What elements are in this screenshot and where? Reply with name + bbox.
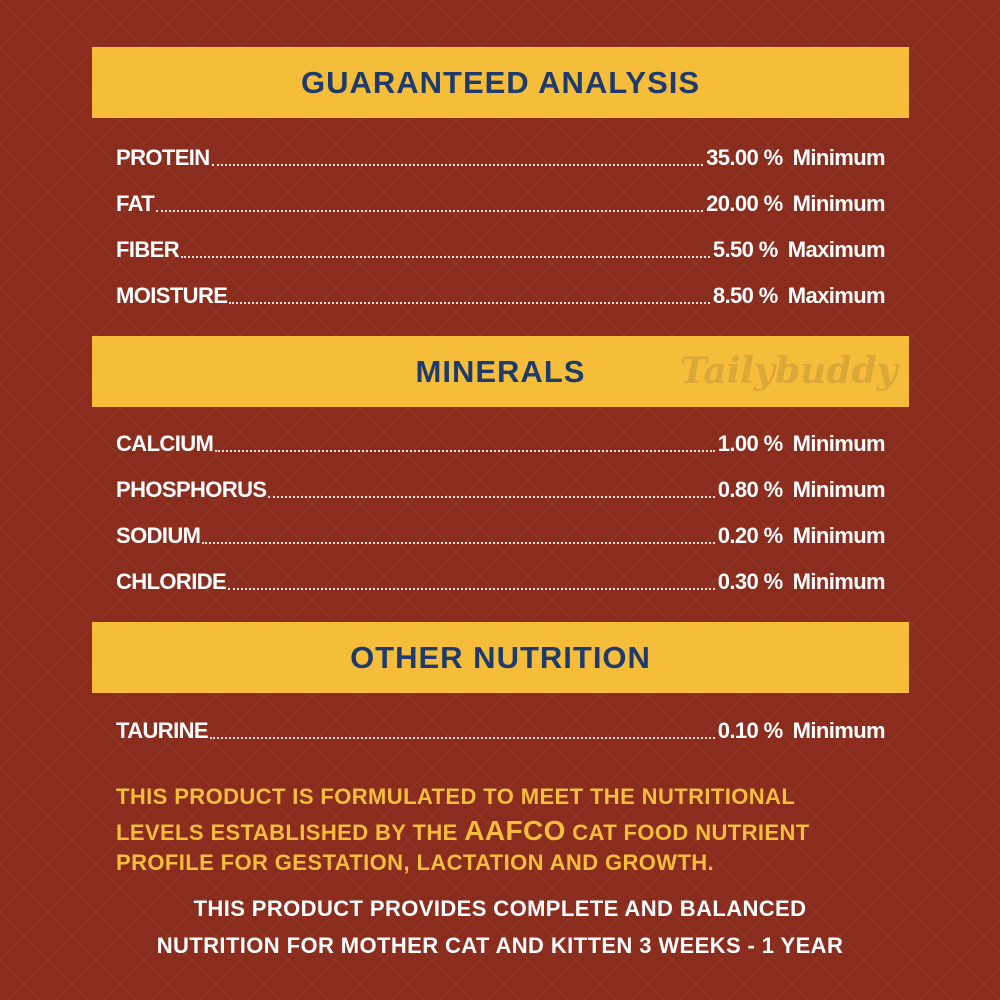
nutrient-qualifier: Minimum <box>792 145 886 170</box>
dot-leader <box>202 542 715 544</box>
nutrient-qualifier: Minimum <box>792 569 886 594</box>
dot-leader <box>268 496 715 498</box>
nutrient-value: 0.10 % <box>717 718 784 743</box>
nutrient-label: FAT <box>116 191 155 216</box>
nutrient-label: PHOSPHORUS <box>116 477 267 502</box>
nutrient-label: MOISTURE <box>116 283 228 308</box>
aafco-statement-line-1: THIS PRODUCT IS FORMULATED TO MEET THE N… <box>116 784 796 809</box>
section-title: OTHER NUTRITION <box>350 639 651 675</box>
nutrient-value: 5.50 % <box>712 237 779 262</box>
row-sodium: SODIUM 0.20 % Minimum <box>116 519 886 549</box>
nutrient-value: 0.30 % <box>717 569 784 594</box>
nutrient-value: 8.50 % <box>712 283 779 308</box>
section-title: MINERALS <box>415 353 586 389</box>
nutrient-qualifier: Maximum <box>787 283 886 308</box>
nutrient-label: FIBER <box>116 237 180 262</box>
nutrient-qualifier: Minimum <box>792 477 886 502</box>
statement-text: CAT FOOD NUTRIENT <box>565 820 810 845</box>
row-chloride: CHLORIDE 0.30 % Minimum <box>116 565 886 595</box>
row-protein: PROTEIN 35.00 % Minimum <box>116 141 886 171</box>
nutrient-qualifier: Minimum <box>792 523 886 548</box>
statement-text: LEVELS ESTABLISHED BY THE <box>116 820 465 845</box>
banner-other-nutrition: OTHER NUTRITION <box>92 622 909 693</box>
nutrient-qualifier: Minimum <box>792 191 886 216</box>
aafco-emphasis: AAFCO <box>464 815 566 846</box>
dot-leader <box>181 256 710 258</box>
row-calcium: CALCIUM 1.00 % Minimum <box>116 427 886 457</box>
claim-line-2: NUTRITION FOR MOTHER CAT AND KITTEN 3 WE… <box>156 933 844 958</box>
tailybuddy-watermark-logo: Tailybuddy <box>680 350 898 392</box>
claim-line-1: THIS PRODUCT PROVIDES COMPLETE AND BALAN… <box>193 896 807 921</box>
nutrient-label: CHLORIDE <box>116 569 227 594</box>
row-fat: FAT 20.00 % Minimum <box>116 187 886 217</box>
row-phosphorus: PHOSPHORUS 0.80 % Minimum <box>116 473 886 503</box>
nutrient-qualifier: Minimum <box>792 431 886 456</box>
row-fiber: FIBER 5.50 % Maximum <box>116 233 886 263</box>
dot-leader <box>211 164 704 166</box>
dot-leader <box>229 302 710 304</box>
nutrient-label: SODIUM <box>116 523 201 548</box>
dot-leader <box>209 737 715 739</box>
nutrient-qualifier: Maximum <box>787 237 886 262</box>
nutrient-label: TAURINE <box>116 718 209 743</box>
banner-minerals: MINERALS <box>92 336 909 407</box>
section-title: GUARANTEED ANALYSIS <box>300 64 701 100</box>
nutrient-value: 1.00 % <box>717 431 784 456</box>
dot-leader <box>215 450 715 452</box>
nutrient-qualifier: Minimum <box>792 718 886 743</box>
row-taurine: TAURINE 0.10 % Minimum <box>116 714 886 744</box>
nutrient-value: 35.00 % <box>706 145 783 170</box>
nutrient-value: 0.20 % <box>717 523 784 548</box>
dot-leader <box>228 588 715 590</box>
nutrient-label: CALCIUM <box>116 431 214 456</box>
nutrient-value: 0.80 % <box>717 477 784 502</box>
nutrient-value: 20.00 % <box>706 191 783 216</box>
dot-leader <box>156 210 704 212</box>
row-moisture: MOISTURE 8.50 % Maximum <box>116 279 886 309</box>
aafco-statement-line-2: LEVELS ESTABLISHED BY THE AAFCO CAT FOOD… <box>116 815 886 847</box>
nutrient-label: PROTEIN <box>116 145 210 170</box>
aafco-statement-line-3: PROFILE FOR GESTATION, LACTATION AND GRO… <box>116 850 715 875</box>
banner-guaranteed-analysis: GUARANTEED ANALYSIS <box>92 47 909 118</box>
